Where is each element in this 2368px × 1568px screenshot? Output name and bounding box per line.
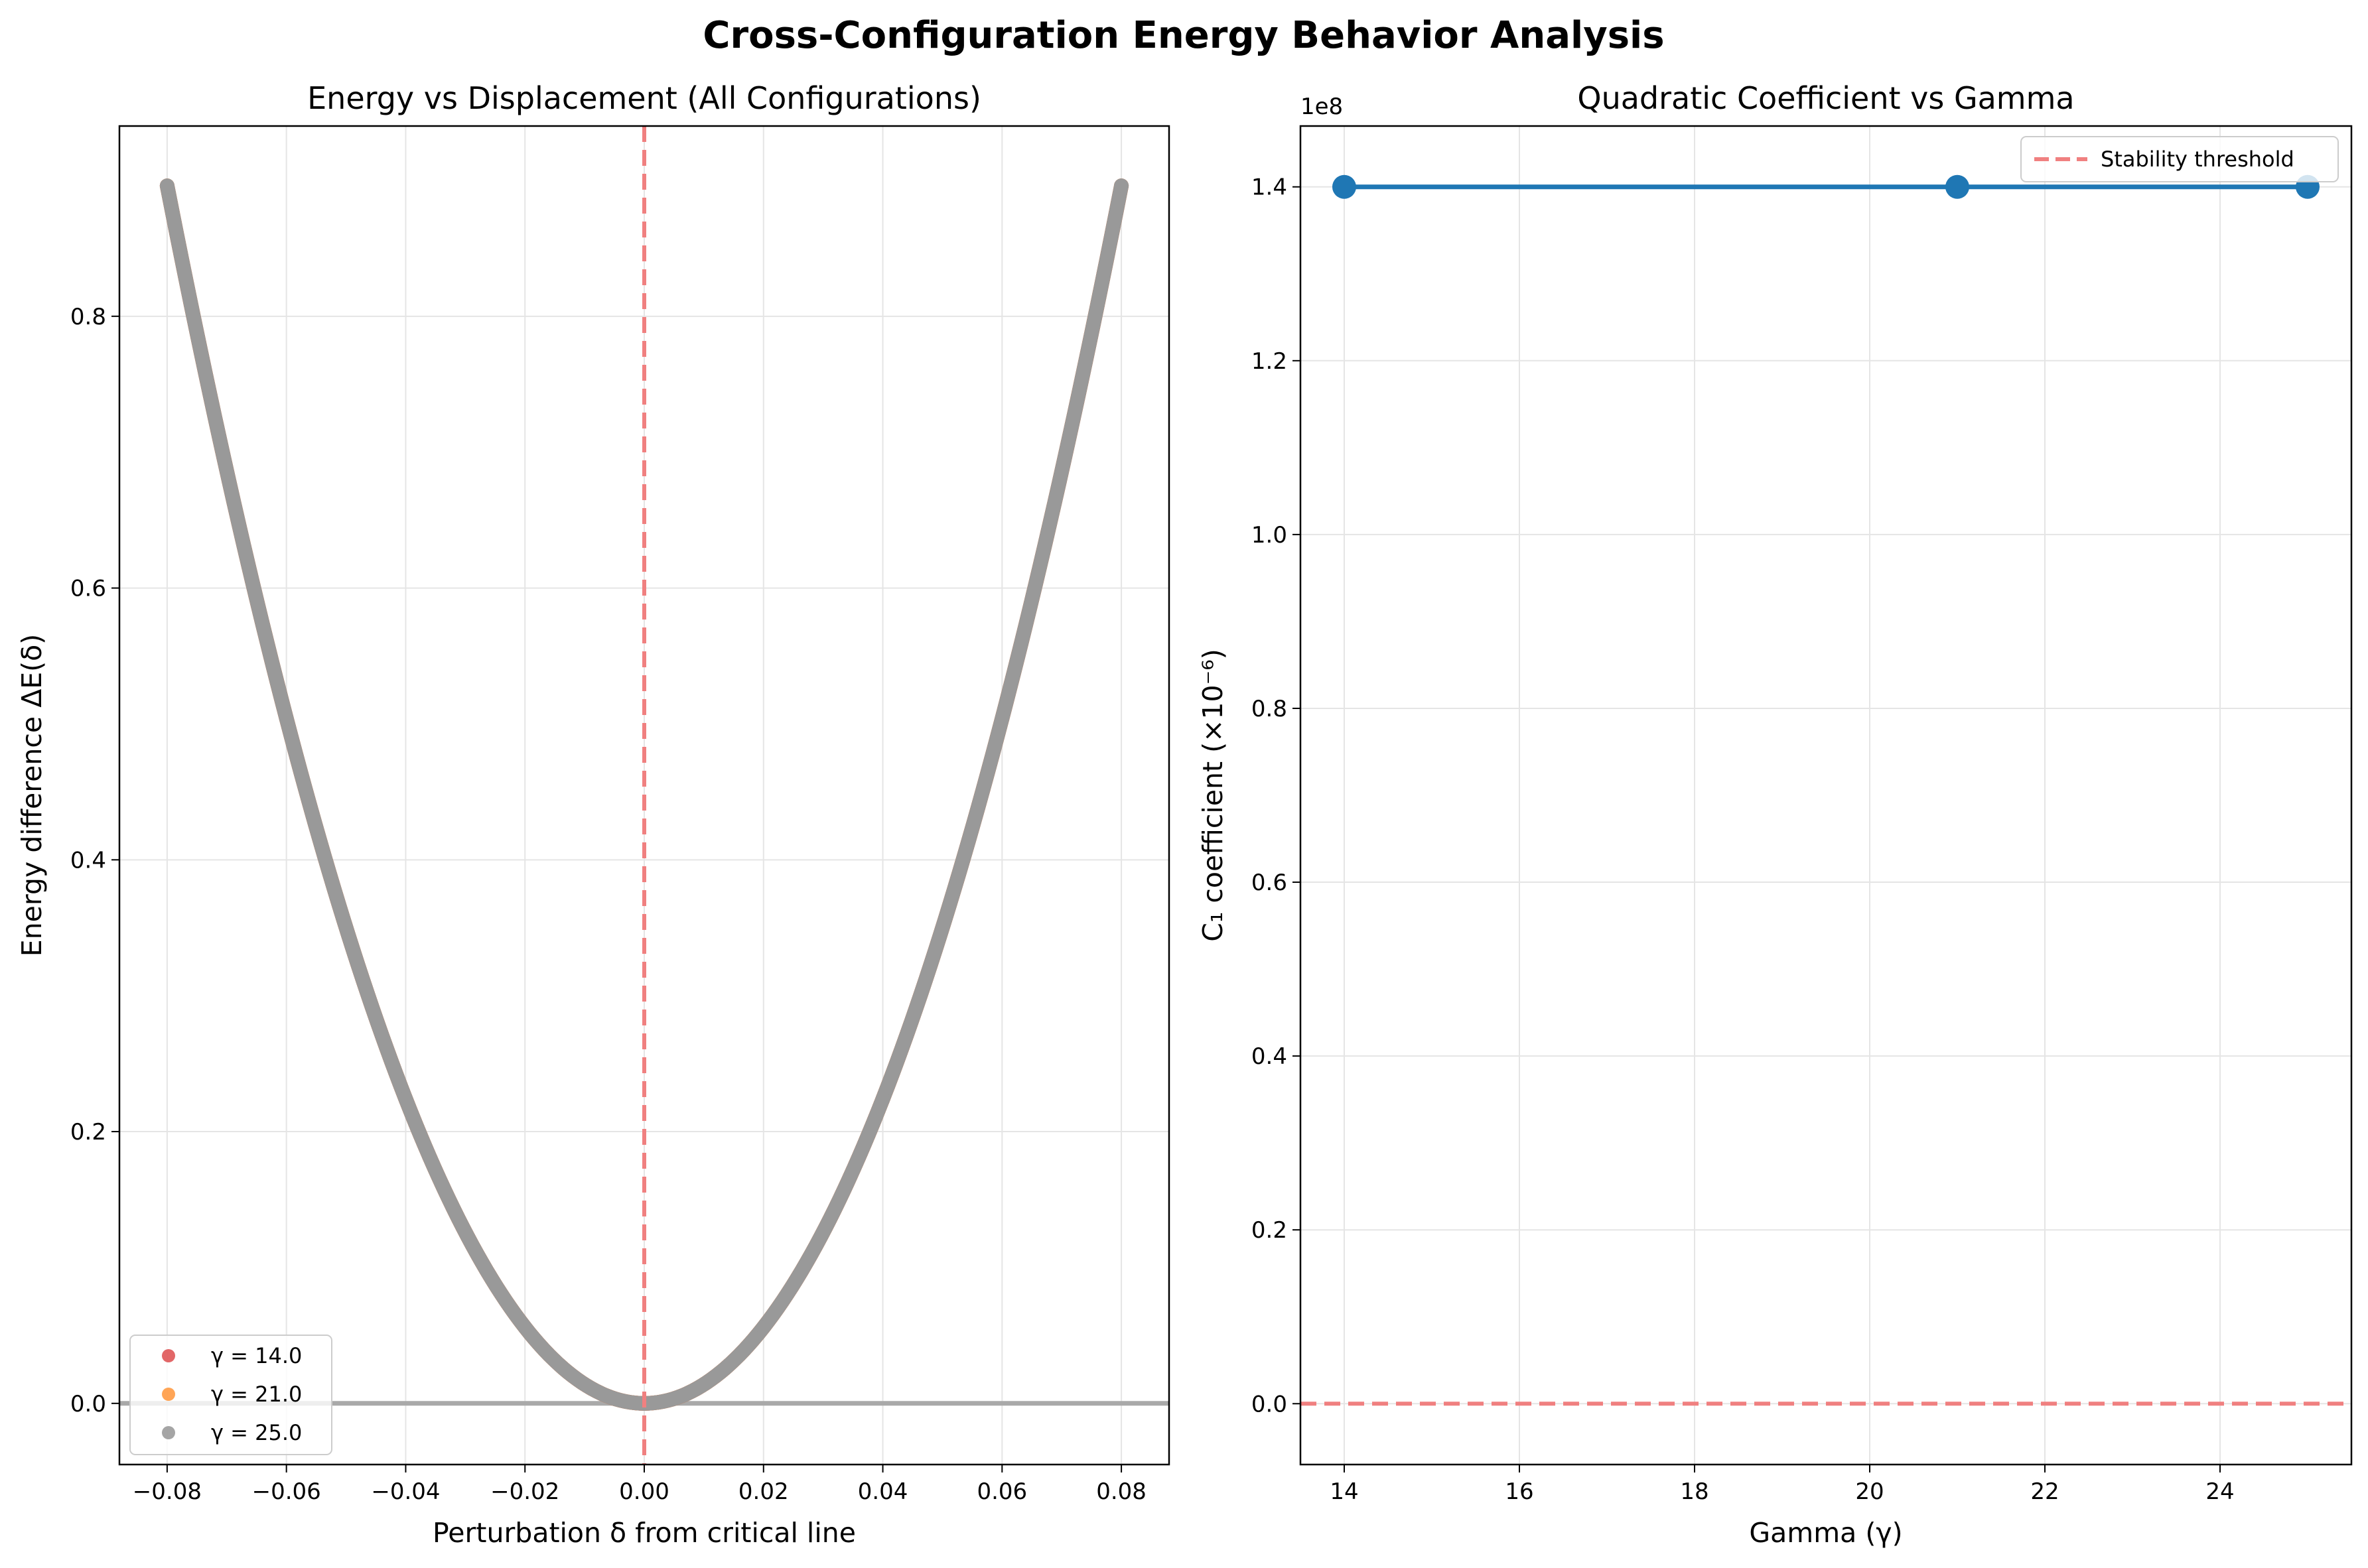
x-tick-label: −0.02 xyxy=(490,1478,559,1505)
left-legend-box xyxy=(129,1335,332,1455)
right-x-axis-label: Gamma (γ) xyxy=(1749,1517,1902,1549)
y-tick-label: 0.2 xyxy=(1251,1217,1287,1244)
right-y-axis-label: C₁ coefficient (×10⁻⁶) xyxy=(1197,649,1229,941)
legend-marker-gamma-21 xyxy=(162,1388,175,1401)
energy-point xyxy=(756,1320,771,1335)
left-x-ticks: −0.08 −0.06 −0.04 −0.02 0.00 0.02 0.04 0.06 0.08 xyxy=(133,1465,1147,1505)
energy-point xyxy=(279,711,294,726)
x-tick-label: 0.00 xyxy=(619,1478,669,1505)
x-tick-label: 18 xyxy=(1680,1478,1708,1505)
left-x-axis-label: Perturbation δ from critical line xyxy=(433,1517,856,1549)
legend-label-gamma-21: γ = 21.0 xyxy=(211,1382,302,1407)
energy-point xyxy=(1114,178,1129,194)
left-panel-title: Energy vs Displacement (All Configuratio… xyxy=(307,80,981,116)
legend-marker-gamma-25 xyxy=(162,1426,175,1439)
legend-label-stability-threshold: Stability threshold xyxy=(2101,147,2294,172)
left-legend: γ = 14.0 γ = 21.0 γ = 25.0 xyxy=(129,1335,332,1455)
x-tick-label: 24 xyxy=(2205,1478,2234,1505)
y-tick-label: 0.0 xyxy=(1251,1391,1287,1417)
y-tick-label: 1.4 xyxy=(1251,174,1287,201)
y-tick-label: 0.2 xyxy=(70,1119,106,1145)
y-tick-label: 0.4 xyxy=(70,847,106,874)
energy-point xyxy=(518,1320,533,1335)
y-tick-label: 1.0 xyxy=(1251,522,1287,549)
legend-label-gamma-14: γ = 14.0 xyxy=(211,1343,302,1368)
right-y-ticks: 0.0 0.2 0.4 0.6 0.8 1.0 1.2 1.4 xyxy=(1251,174,1300,1417)
x-tick-label: 14 xyxy=(1330,1478,1358,1505)
figure-title: Cross-Configuration Energy Behavior Anal… xyxy=(703,14,1664,57)
y-tick-label: 0.6 xyxy=(70,576,106,602)
energy-point xyxy=(398,1091,413,1106)
left-y-ticks: 0.0 0.2 0.4 0.6 0.8 xyxy=(70,304,119,1417)
coefficient-point xyxy=(1332,174,1356,199)
right-y-offset-text: 1e8 xyxy=(1300,94,1343,120)
x-tick-label: 16 xyxy=(1505,1478,1533,1505)
right-axes-frame xyxy=(1299,125,2353,1466)
energy-point xyxy=(159,178,174,194)
y-tick-label: 0.4 xyxy=(1251,1043,1287,1070)
legend-label-gamma-25: γ = 25.0 xyxy=(211,1420,302,1445)
y-tick-label: 0.6 xyxy=(1251,870,1287,896)
right-panel-title: Quadratic Coefficient vs Gamma xyxy=(1577,80,2074,116)
left-plot-area xyxy=(119,126,1169,1465)
y-tick-label: 0.8 xyxy=(70,304,106,330)
right-plot-area xyxy=(1300,174,2351,1406)
right-legend: Stability threshold xyxy=(2020,136,2339,182)
legend-marker-gamma-14 xyxy=(162,1349,175,1362)
left-y-axis-label: Energy difference ΔE(δ) xyxy=(16,634,48,956)
x-tick-label: 0.02 xyxy=(738,1478,789,1505)
x-tick-label: −0.08 xyxy=(133,1478,202,1505)
right-legend-box xyxy=(2020,136,2339,182)
y-tick-label: 1.2 xyxy=(1251,348,1287,375)
x-tick-label: 0.08 xyxy=(1096,1478,1147,1505)
energy-displacement-panel: Energy vs Displacement (All Configuratio… xyxy=(16,80,1170,1549)
x-tick-label: 0.04 xyxy=(858,1478,908,1505)
x-tick-label: 22 xyxy=(2030,1478,2059,1505)
y-tick-label: 0.0 xyxy=(70,1391,106,1417)
energy-point xyxy=(995,711,1010,726)
x-tick-label: 0.06 xyxy=(977,1478,1027,1505)
energy-point xyxy=(875,1091,890,1106)
quadratic-coefficient-panel: Quadratic Coefficient vs Gamma 14 16 18 20 2… xyxy=(1197,80,2353,1549)
right-x-ticks: 14 16 18 20 22 24 xyxy=(1330,1465,2235,1505)
coefficient-point xyxy=(1945,174,1969,199)
y-tick-label: 0.8 xyxy=(1251,696,1287,722)
x-tick-label: −0.04 xyxy=(371,1478,440,1505)
x-tick-label: 20 xyxy=(1855,1478,1884,1505)
x-tick-label: −0.06 xyxy=(252,1478,321,1505)
